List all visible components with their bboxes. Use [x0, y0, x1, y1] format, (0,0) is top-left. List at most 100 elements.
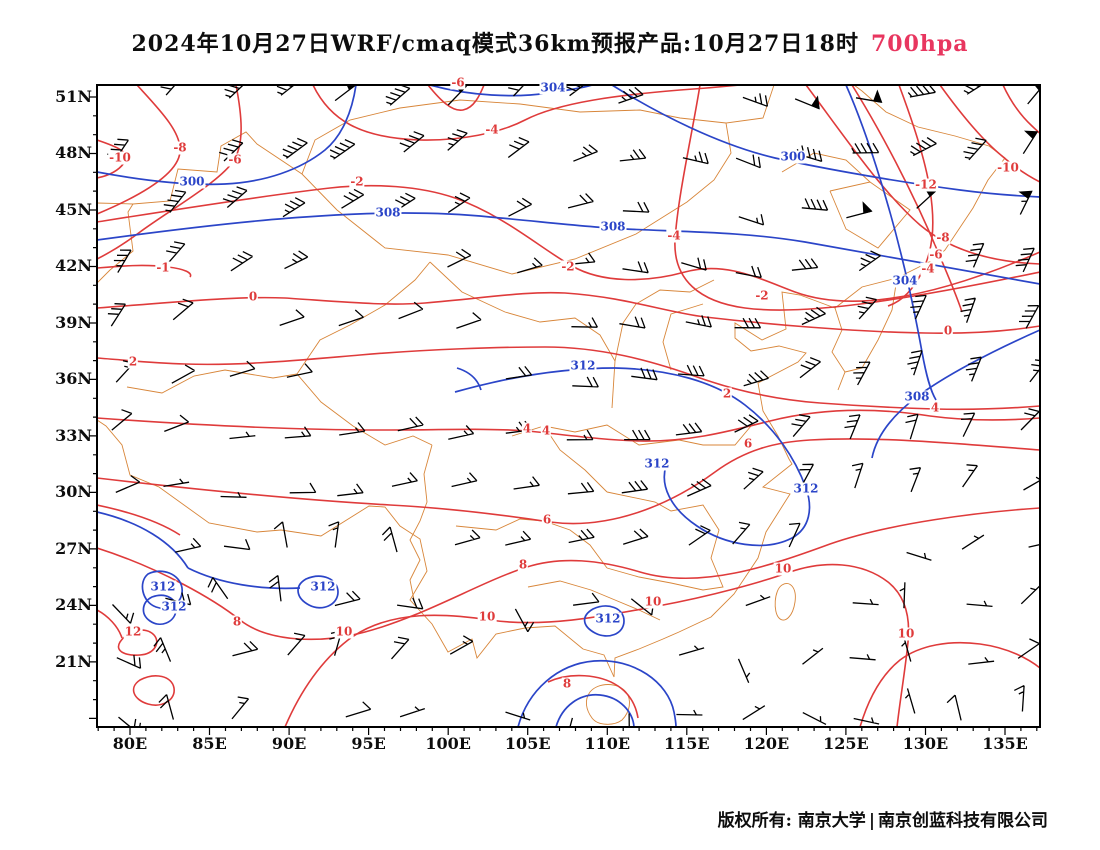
blue-contour-label: 312 [309, 579, 337, 594]
blue-contour-label: 312 [792, 481, 820, 496]
red-contour-label: -6 [227, 152, 243, 167]
red-contour-label: -2 [754, 288, 770, 303]
red-contour-label: -12 [914, 177, 938, 192]
red-contour-label: 0 [942, 323, 954, 338]
blue-contour [611, 85, 1040, 198]
blue-contour [845, 85, 937, 401]
red-contour-label: -10 [996, 160, 1020, 175]
orange-contour [582, 291, 836, 678]
red-contour [939, 85, 1040, 183]
y-axis-label: 42N [55, 256, 92, 276]
red-contour [97, 504, 181, 536]
red-contour-label: -4 [484, 122, 500, 137]
x-axis-label: 135E [982, 734, 1028, 753]
wind-barb-pennants [346, 85, 1040, 214]
blue-contour [97, 511, 189, 569]
orange-contour [97, 85, 775, 275]
blue-contour-label: 312 [149, 579, 177, 594]
orange-contour [409, 444, 433, 601]
y-axis-label: 30N [55, 482, 92, 502]
red-contour [97, 409, 1040, 442]
red-contour [851, 85, 963, 313]
company-name: 南京创蓝科技有限公司 [878, 811, 1048, 831]
x-axis-label: 85E [192, 734, 227, 753]
red-contour-label: -6 [450, 75, 466, 90]
blue-contour [97, 212, 1040, 285]
orange-contour [97, 419, 584, 659]
y-axis-label: 39N [55, 312, 92, 332]
blue-contour [517, 659, 677, 727]
orange-contour [662, 303, 704, 371]
blue-contour-label: 304 [539, 80, 567, 95]
red-contour-label: 10 [643, 594, 663, 609]
red-contour [312, 85, 741, 141]
orange-contour [844, 277, 898, 373]
red-contour-label: -6 [928, 247, 944, 262]
red-contour [805, 85, 1040, 265]
orange-contour [543, 425, 608, 493]
red-contour-label: 8 [517, 557, 529, 572]
blue-contour [142, 594, 177, 625]
orange-contour [611, 303, 637, 409]
blue-contour-label: 312 [643, 456, 671, 471]
blue-contour-label: 312 [160, 599, 188, 614]
red-contour [547, 674, 639, 719]
orange-contour [301, 99, 727, 175]
orange-contour [296, 261, 431, 375]
orange-contour [606, 491, 724, 591]
red-contour-label: 6 [742, 436, 754, 451]
blue-contour-label: 300 [779, 149, 807, 164]
orange-contour [126, 369, 298, 394]
red-contour-label: 2 [721, 386, 733, 401]
x-axis-label: 95E [351, 734, 386, 753]
red-contour-label: -8 [935, 230, 951, 245]
blue-contour [555, 694, 635, 727]
copyright-holder: 版权所有: 南京大学 [717, 811, 866, 831]
orange-contour [429, 261, 616, 362]
blue-contour [456, 367, 482, 391]
pressure-level-label: 700hpa [870, 31, 969, 57]
red-contour-label: -10 [108, 150, 132, 165]
red-contour [1002, 85, 1040, 135]
blue-contour-label: 308 [374, 205, 402, 220]
separator: | [868, 811, 875, 831]
y-axis-label: 48N [55, 143, 92, 163]
y-axis-label: 33N [55, 425, 92, 445]
blue-contour-label: 312 [569, 358, 597, 373]
red-contour-label: 10 [477, 609, 497, 624]
red-contour-label: 0 [247, 289, 259, 304]
red-contour [97, 291, 1040, 334]
blue-contour [454, 367, 811, 547]
orange-contour [511, 424, 752, 446]
map-border [96, 84, 1041, 728]
red-contour [859, 641, 1040, 727]
y-axis-label: 45N [55, 199, 92, 219]
orange-contour [296, 373, 433, 446]
red-contour [97, 85, 181, 215]
blue-contour-label: 312 [594, 611, 622, 626]
blue-contour [871, 329, 1040, 459]
red-contour [97, 438, 1040, 525]
height-contours-layer [97, 85, 1040, 727]
orange-contour [97, 203, 134, 284]
red-contour-label: 8 [561, 676, 573, 691]
red-contour-label: 10 [773, 561, 793, 576]
orange-contour [527, 580, 661, 621]
y-axis-label: 27N [55, 538, 92, 558]
blue-contour [187, 567, 301, 590]
red-contour-label: 4 [521, 421, 533, 436]
x-axis-label: 110E [584, 734, 631, 753]
axis-ticks [89, 96, 1038, 735]
blue-contour [297, 575, 339, 609]
red-contour-label: -2 [349, 174, 365, 189]
orange-contour [635, 279, 715, 305]
red-contour-label: 2 [127, 354, 139, 369]
y-axis-label: 24N [55, 595, 92, 615]
blue-contour-label: 308 [599, 219, 627, 234]
red-contour-label: 8 [231, 614, 243, 629]
red-contour-label: -8 [172, 140, 188, 155]
red-contour [97, 85, 242, 260]
title-text: 2024年10月27日WRF/cmaq模式36km预报产品:10月27日18时 [131, 31, 859, 57]
